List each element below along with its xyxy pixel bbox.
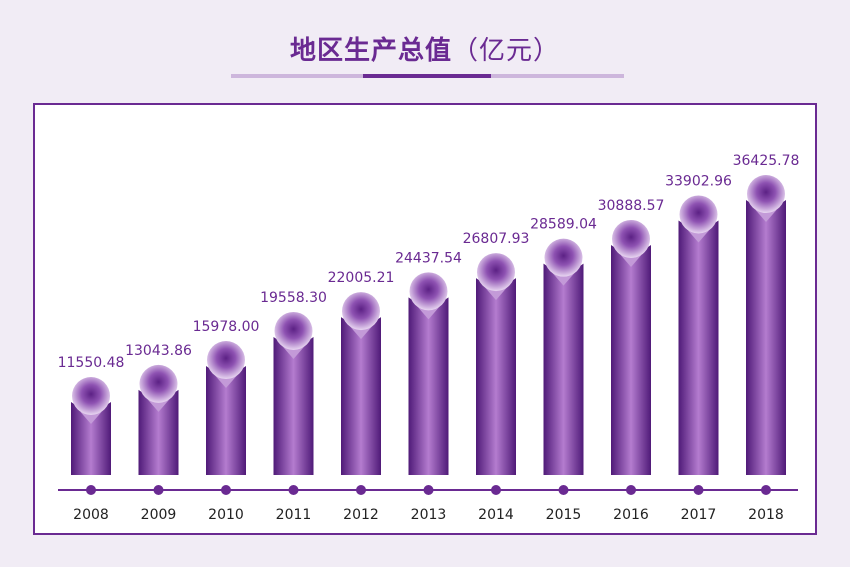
- bar-2015: [543, 263, 584, 475]
- pin-marker-2010: [207, 341, 245, 380]
- pin-tip-2013: [418, 307, 439, 320]
- value-label-2015: 28589.04: [530, 217, 597, 233]
- x-tick-label-2009: 2009: [141, 507, 177, 523]
- x-tick-label-2016: 2016: [613, 507, 649, 523]
- x-tick-label-2017: 2017: [681, 507, 717, 523]
- axis-dot-2008: [86, 485, 96, 495]
- x-tick-label-2012: 2012: [343, 507, 379, 523]
- x-tick-label-2010: 2010: [208, 507, 244, 523]
- pin-tip-2008: [80, 411, 102, 424]
- x-tick-label-2015: 2015: [546, 507, 582, 523]
- pin-marker-2012: [342, 292, 380, 331]
- pin-marker-2011: [274, 311, 313, 350]
- pin-marker-2009: [139, 364, 178, 403]
- pin-tip-2014: [485, 288, 507, 301]
- title-underline-accent: [363, 74, 491, 78]
- axis-dot-2012: [356, 485, 366, 495]
- x-tick-label-2008: 2008: [73, 507, 109, 523]
- value-label-2016: 30888.57: [598, 198, 665, 214]
- pin-marker-2015: [544, 238, 583, 277]
- pin-marker-2013: [409, 272, 448, 311]
- chart-title: 地区生产总值（亿元）: [0, 30, 850, 67]
- value-label-2018: 36425.78: [733, 153, 800, 169]
- pin-tip-2018: [755, 209, 777, 222]
- pin-marker-2016: [612, 219, 650, 258]
- bar-2014: [476, 278, 516, 475]
- pin-marker-2017: [679, 195, 718, 234]
- chart-title-text: 地区生产总值: [289, 36, 452, 66]
- x-tick-label-2014: 2014: [478, 507, 514, 523]
- axis-dot-2014: [491, 485, 501, 495]
- pin-marker-2014: [477, 253, 515, 292]
- pin-tip-2010: [215, 376, 237, 389]
- chart-title-unit: （亿元）: [452, 36, 561, 66]
- value-label-2013: 24437.54: [395, 250, 462, 266]
- axis-dot-2010: [221, 485, 231, 495]
- pin-tip-2009: [148, 399, 169, 412]
- bar-2013: [408, 297, 449, 475]
- value-label-2012: 22005.21: [328, 270, 395, 286]
- value-label-2011: 19558.30: [260, 290, 327, 306]
- bar-2009: [138, 389, 179, 475]
- title-underline: [231, 74, 624, 78]
- axis-dot-2013: [423, 485, 434, 495]
- pin-tip-2017: [688, 230, 709, 243]
- axis-dot-2009: [153, 485, 164, 495]
- pin-tip-2011: [283, 346, 304, 359]
- pin-marker-2008: [72, 377, 110, 415]
- pin-tip-2016: [620, 254, 642, 267]
- bar-2011: [273, 336, 314, 475]
- value-label-2009: 13043.86: [125, 343, 192, 359]
- axis-dot-2017: [693, 485, 704, 495]
- axis-dot-2015: [558, 485, 569, 495]
- value-label-2010: 15978.00: [193, 319, 260, 335]
- axis-dot-2011: [288, 485, 299, 495]
- value-label-2008: 11550.48: [58, 355, 125, 371]
- value-label-2014: 26807.93: [463, 231, 530, 247]
- bar-2018: [746, 200, 786, 475]
- pin-tip-2015: [553, 273, 574, 286]
- pin-marker-2018: [747, 175, 785, 213]
- bar-2012: [341, 317, 381, 475]
- x-tick-label-2011: 2011: [276, 507, 312, 523]
- axis-dot-2016: [626, 485, 636, 495]
- pin-tip-2012: [350, 327, 372, 340]
- x-tick-label-2013: 2013: [411, 507, 447, 523]
- bar-2008: [71, 402, 111, 475]
- x-tick-label-2018: 2018: [748, 507, 784, 523]
- axis-dot-2018: [761, 485, 771, 495]
- value-label-2017: 33902.96: [665, 173, 732, 189]
- bar-2017: [678, 220, 719, 475]
- bar-2016: [611, 244, 651, 475]
- bar-2010: [206, 366, 246, 475]
